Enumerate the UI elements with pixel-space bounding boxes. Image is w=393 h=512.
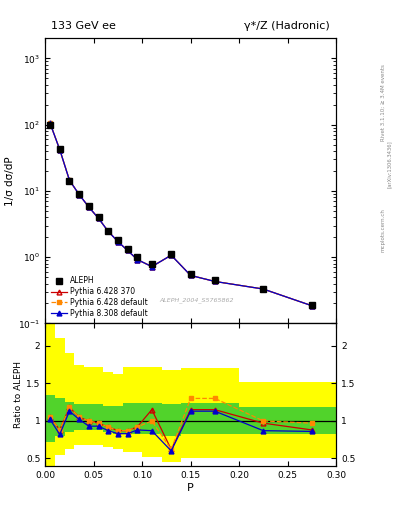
Text: ALEPH_2004_S5765862: ALEPH_2004_S5765862	[159, 298, 234, 304]
Text: [arXiv:1306.3436]: [arXiv:1306.3436]	[387, 140, 391, 188]
Text: mcplots.cern.ch: mcplots.cern.ch	[381, 208, 386, 252]
Y-axis label: Ratio to ALEPH: Ratio to ALEPH	[14, 361, 23, 428]
Legend: ALEPH, Pythia 6.428 370, Pythia 6.428 default, Pythia 8.308 default: ALEPH, Pythia 6.428 370, Pythia 6.428 de…	[49, 275, 150, 319]
Text: γ*/Z (Hadronic): γ*/Z (Hadronic)	[244, 22, 330, 31]
Y-axis label: 1/σ dσ/dP: 1/σ dσ/dP	[5, 156, 15, 206]
Text: 133 GeV ee: 133 GeV ee	[51, 22, 116, 31]
Text: Rivet 3.1.10; ≥ 3.4M events: Rivet 3.1.10; ≥ 3.4M events	[381, 64, 386, 141]
X-axis label: P: P	[187, 482, 194, 493]
